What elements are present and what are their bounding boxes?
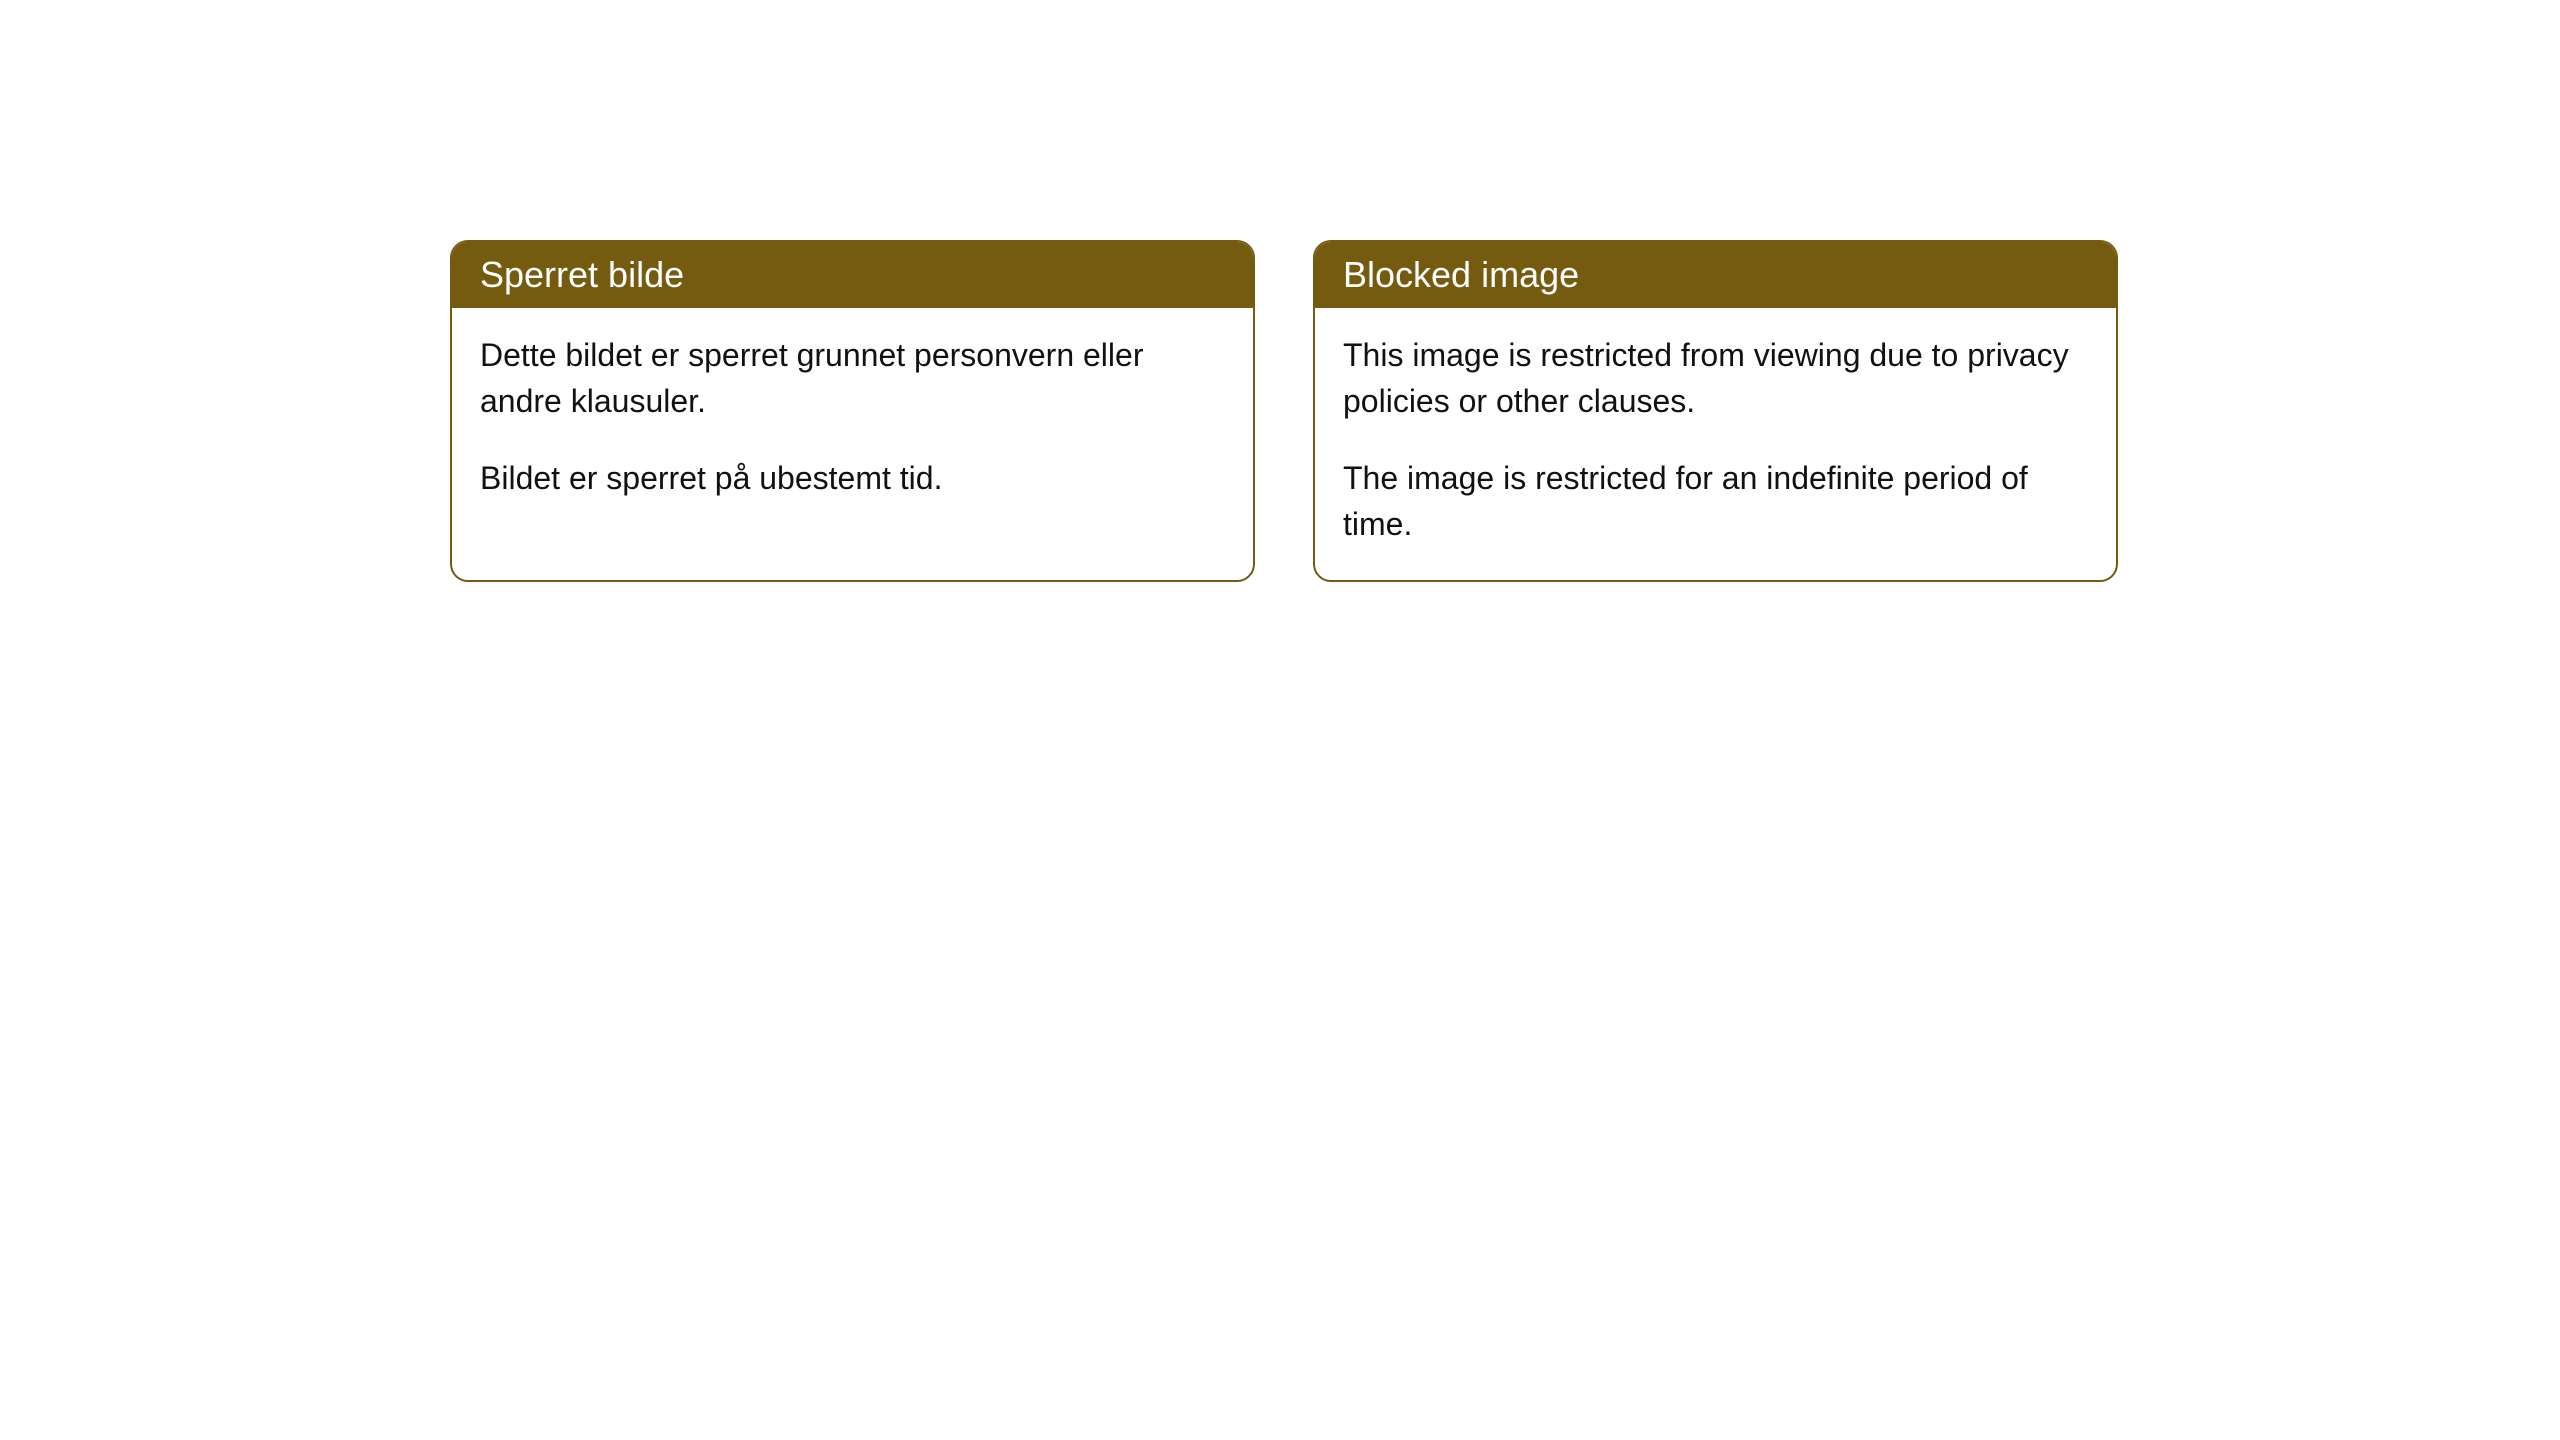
blocked-image-card-english: Blocked image This image is restricted f…	[1313, 240, 2118, 582]
card-body-english: This image is restricted from viewing du…	[1315, 308, 2116, 580]
blocked-image-card-norwegian: Sperret bilde Dette bildet er sperret gr…	[450, 240, 1255, 582]
card-paragraph: This image is restricted from viewing du…	[1343, 332, 2088, 425]
blocked-image-cards: Sperret bilde Dette bildet er sperret gr…	[450, 240, 2560, 582]
card-title: Sperret bilde	[480, 254, 684, 295]
card-title: Blocked image	[1343, 254, 1579, 295]
card-paragraph: The image is restricted for an indefinit…	[1343, 455, 2088, 548]
card-header-norwegian: Sperret bilde	[452, 242, 1253, 308]
card-paragraph: Dette bildet er sperret grunnet personve…	[480, 332, 1225, 425]
card-body-norwegian: Dette bildet er sperret grunnet personve…	[452, 308, 1253, 533]
card-header-english: Blocked image	[1315, 242, 2116, 308]
card-paragraph: Bildet er sperret på ubestemt tid.	[480, 455, 1225, 501]
